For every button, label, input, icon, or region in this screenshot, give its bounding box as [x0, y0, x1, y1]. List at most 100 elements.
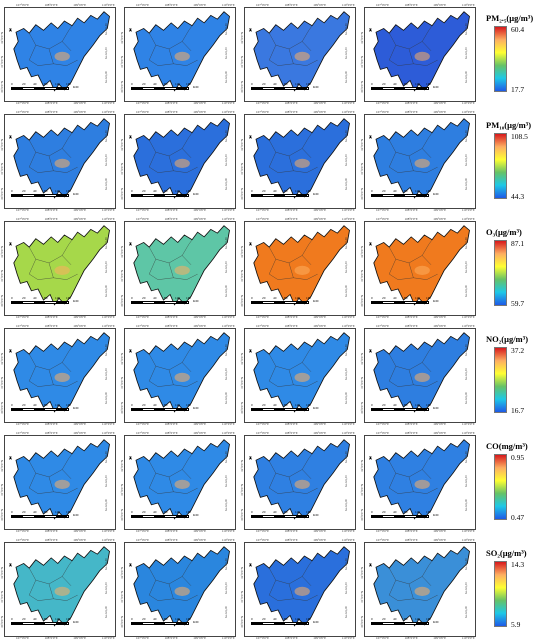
- lon-tick-top: 110°0'0"E: [101, 538, 115, 542]
- region-shape: [13, 118, 110, 199]
- lon-tick-top: 110°0'0"E: [461, 3, 475, 7]
- colorbar: [494, 26, 507, 92]
- lat-tick-left: 31°0'0"N: [120, 377, 124, 390]
- lon-tick-bottom: 107°0'0"E: [136, 208, 150, 213]
- lat-tick-left: 32°0'0"N: [360, 246, 364, 258]
- region-shape: [373, 439, 470, 520]
- district-boundary-1: [389, 140, 432, 158]
- lat-tick-left: 32°0'0"N: [120, 567, 124, 579]
- lon-tick-bottom: 107°0'0"E: [16, 208, 30, 213]
- region-map: [373, 11, 470, 92]
- lon-tick-top: 108°0'0"E: [404, 431, 418, 435]
- district-boundary-4: [302, 232, 318, 256]
- lon-tick-bottom: 109°0'0"E: [433, 208, 447, 213]
- lon-tick-bottom: 107°0'0"E: [256, 101, 270, 106]
- lon-tick-bottom: 107°0'0"E: [376, 636, 390, 641]
- lat-tick-right: 32°0'0"N: [464, 450, 469, 463]
- lat-tick-right: 32°0'0"N: [344, 22, 349, 35]
- region-shape: [133, 546, 230, 627]
- scale-label: 40: [393, 617, 397, 621]
- district-boundary-2: [408, 476, 438, 494]
- lat-tick-right: 31°0'0"N: [104, 261, 109, 273]
- scale-label: 0: [131, 617, 133, 621]
- scale-label: 120: [55, 82, 61, 86]
- lon-tick-top: 110°0'0"E: [221, 431, 235, 435]
- lat-tick-left: 30°0'0"N: [240, 508, 244, 521]
- map-panel-so2-3: 107°0'0"E 107°0'0"E 108°0'0"E 108°0'0"E 109°…: [240, 538, 356, 640]
- lon-tick-top: 107°0'0"E: [136, 3, 150, 7]
- urban-hotspot: [54, 372, 70, 383]
- scale-label: 20: [262, 82, 266, 86]
- lon-tick-bottom: 108°0'0"E: [284, 529, 298, 534]
- lat-tick-left: 32°0'0"N: [240, 353, 244, 365]
- lon-tick-top: 108°0'0"E: [164, 3, 178, 7]
- region-shape: [253, 439, 350, 520]
- district-boundary-2: [168, 369, 198, 387]
- scale-label: 20: [262, 510, 266, 514]
- legend-min-value: 16.7: [511, 406, 525, 415]
- urban-hotspot: [414, 51, 430, 62]
- lon-tick-top: 110°0'0"E: [461, 217, 475, 221]
- lon-tick-bottom: 108°0'0"E: [404, 315, 418, 320]
- lat-tick-right: 30°0'0"N: [344, 392, 349, 405]
- lon-tick-bottom: 110°0'0"E: [221, 208, 235, 213]
- district-boundary-4: [422, 18, 438, 42]
- lon-tick-bottom: 109°0'0"E: [433, 636, 447, 641]
- lon-tick-bottom: 108°0'0"E: [284, 315, 298, 320]
- lat-tick-right: 31°0'0"N: [224, 154, 229, 166]
- scale-label: 160: [186, 82, 192, 86]
- region-map: [253, 11, 350, 92]
- scale-label: 40: [33, 82, 37, 86]
- scale-label: 160: [186, 296, 192, 300]
- region-map: [373, 225, 470, 306]
- lat-tick-left: 30°0'0"N: [360, 615, 364, 628]
- lat-tick-right: 31°0'0"N: [104, 582, 109, 594]
- region-map: [13, 439, 110, 520]
- lat-tick-left: 31°0'0"N: [0, 484, 4, 497]
- lon-tick-bottom: 109°0'0"E: [433, 422, 447, 427]
- lon-tick-top: 108°0'0"E: [44, 538, 58, 542]
- lat-tick-left: 30°0'0"N: [240, 187, 244, 200]
- lon-tick-top: 108°0'0"E: [284, 324, 298, 328]
- district-boundary-2: [288, 476, 318, 494]
- lon-tick-top: 109°0'0"E: [73, 538, 87, 542]
- region-shape: [133, 332, 230, 413]
- lon-tick-bottom: 110°0'0"E: [461, 101, 475, 106]
- lon-tick-bottom: 110°0'0"E: [101, 101, 115, 106]
- map-panel-pm25-4: 107°0'0"E 107°0'0"E 108°0'0"E 108°0'0"E 109°…: [360, 3, 476, 106]
- scale-label: 40: [393, 510, 397, 514]
- map-panel-o3-2: 107°0'0"E 107°0'0"E 108°0'0"E 108°0'0"E 109°…: [120, 217, 236, 319]
- scale-label: 20: [22, 403, 26, 407]
- scale-label: 160: [306, 403, 312, 407]
- lat-tick-right: 32°0'0"N: [224, 450, 229, 463]
- urban-hotspot: [54, 51, 70, 62]
- lat-tick-right: 31°0'0"N: [224, 368, 229, 380]
- lat-tick-right: 31°0'0"N: [344, 475, 349, 487]
- scale-bar: 0 20 40 80 120 160 KM: [131, 189, 201, 197]
- lat-tick-left: 30°0'0"N: [360, 401, 364, 414]
- lon-tick-top: 110°0'0"E: [341, 3, 355, 7]
- lon-tick-top: 107°0'0"E: [136, 217, 150, 221]
- scale-label: 20: [262, 403, 266, 407]
- north-arrow-icon: N: [129, 135, 132, 139]
- lon-tick-top: 109°0'0"E: [313, 431, 327, 435]
- scale-bar-line: [11, 300, 69, 304]
- map-panel-so2-2: 107°0'0"E 107°0'0"E 108°0'0"E 108°0'0"E 109°…: [120, 538, 236, 640]
- scale-label: 0: [371, 189, 373, 193]
- scale-label: 40: [33, 189, 37, 193]
- region-map: [373, 546, 470, 627]
- legend-pm25: PM₂.₅(μg/m³) 60.4 17.7: [484, 13, 548, 105]
- lon-tick-bottom: 108°0'0"E: [164, 101, 178, 106]
- district-boundary-3: [388, 580, 414, 601]
- lon-tick-top: 110°0'0"E: [221, 324, 235, 328]
- map-panel-so2-1: 107°0'0"E 107°0'0"E 108°0'0"E 108°0'0"E 109°…: [0, 538, 116, 640]
- region-shape: [253, 118, 350, 199]
- lon-tick-bottom: 110°0'0"E: [461, 529, 475, 534]
- district-boundary-3: [388, 259, 414, 280]
- lat-tick-right: 32°0'0"N: [344, 129, 349, 142]
- lon-tick-bottom: 108°0'0"E: [404, 208, 418, 213]
- north-arrow-icon: N: [129, 349, 132, 353]
- scale-bar: 0 20 40 80 120 160 KM: [371, 296, 441, 304]
- district-boundary-1: [29, 140, 72, 158]
- lat-tick-left: 30°0'0"N: [120, 615, 124, 628]
